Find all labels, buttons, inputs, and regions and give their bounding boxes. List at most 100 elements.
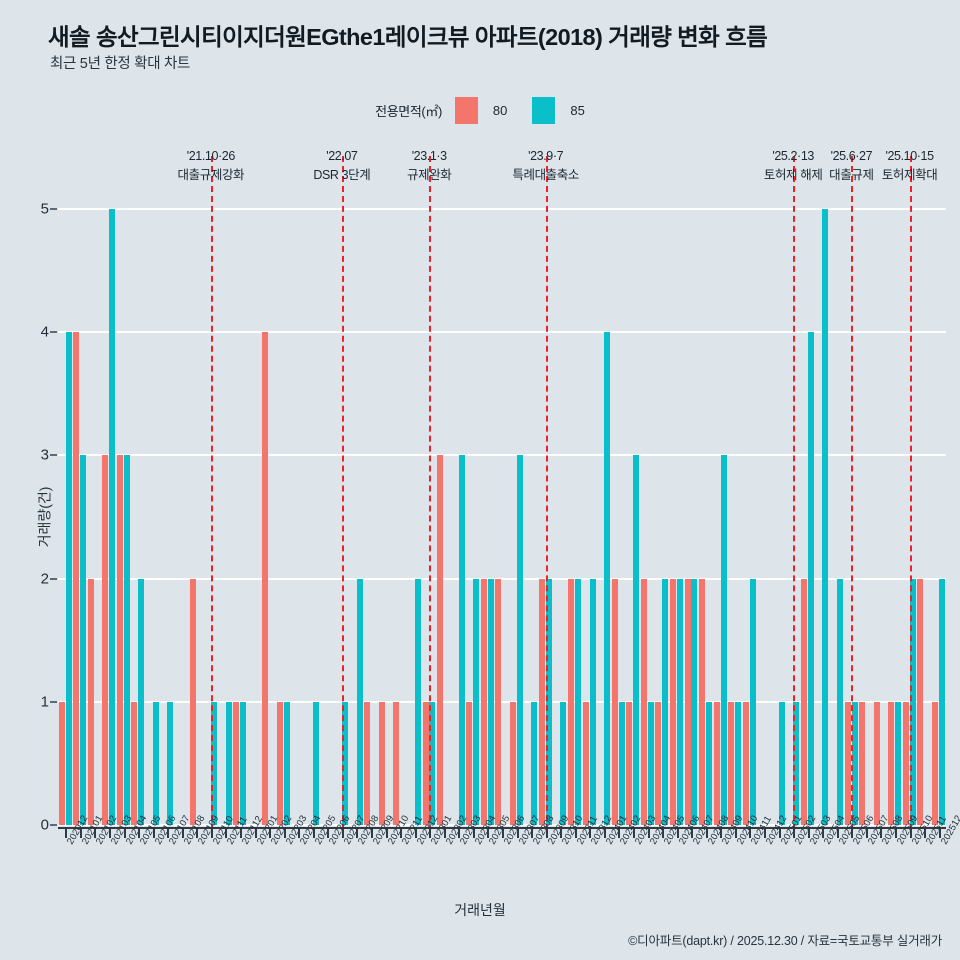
bar-202101-80 [73,332,80,825]
bar-202102-80 [87,578,94,825]
x-tick-202404 [647,829,650,838]
event-date-202506: '25.6·27 [830,149,873,163]
bar-202502-85 [793,701,800,825]
x-tick-202201 [254,829,257,838]
bar-202301-80 [422,701,429,825]
event-label-202309: 특례대출축소 [512,168,579,182]
bar-202212-85 [414,578,421,825]
bar-202105-85 [138,578,145,825]
x-tick-202409 [720,829,723,838]
x-axis: 202012 202101 202102 202103 202104 202105 2021… [58,814,960,847]
event-annotation-202510: '25.10·15 토허제확대 [882,147,938,185]
x-tick-202406 [676,829,679,838]
x-tick-202106 [152,829,155,838]
x-tick-202207 [341,829,344,838]
bar-202410-85 [735,701,742,825]
x-tick-202403 [633,829,636,838]
bar-202202-80 [262,332,269,825]
event-annotation-202301: '23.1·3 규제완화 [407,147,452,185]
bar-202402-80 [611,578,618,825]
x-tick-202509 [895,829,898,838]
x-tick-202401 [603,829,606,838]
x-tick-202410 [734,829,737,838]
x-tick-202012 [65,829,68,838]
bar-202510-85 [909,578,916,825]
bar-202411-85 [749,578,756,825]
bar-202312-85 [589,578,596,825]
bar-202404-80 [640,578,647,825]
x-tick-202208 [356,829,359,838]
legend-title: 전용면적(㎡) [375,104,442,119]
footer-credit: ©디아파트(dapt.kr) / 2025.12.30 / 자료=국토교통부 실… [628,934,942,948]
page-subtitle: 최근 5년 한정 확대 차트 [50,56,191,72]
x-tick-202311 [574,829,577,838]
y-tick-mark-1 [50,700,57,703]
event-label-202510: 토허제확대 [881,168,938,182]
bar-202411-80 [742,701,749,825]
x-tick-202204 [298,829,301,838]
bar-202402-85 [618,701,625,825]
x-tick-202307 [516,829,519,838]
x-tick-202109 [196,829,199,838]
y-tick-label-2: 2 [40,570,49,588]
bar-202311-80 [568,578,575,825]
bar-202210-80 [378,701,385,825]
bar-202101-85 [80,455,87,825]
bar-202302-80 [437,455,444,825]
bar-202209-80 [364,701,371,825]
event-line-202309 [545,156,548,831]
bar-202401-85 [604,332,611,825]
bar-202012-85 [65,332,72,825]
legend-label-85: 85 [570,103,585,118]
x-tick-202505 [836,829,839,838]
bar-202408-85 [706,701,713,825]
y-tick-label-0: 0 [40,816,49,834]
bar-202208-85 [356,578,363,825]
bar-202203-80 [276,701,283,825]
event-label-202502: 토허제 해제 [763,168,823,182]
event-date-202301: '23.1·3 [411,149,447,163]
x-tick-202211 [400,829,403,838]
x-tick-202306 [502,829,504,838]
y-tick-label-5: 5 [40,200,49,218]
y-tick-mark-3 [50,454,57,457]
bar-202305-80 [480,578,487,825]
x-tick-202102 [94,829,97,838]
bar-202104-80 [116,455,123,825]
event-line-202110 [210,156,213,831]
bar-202103-80 [102,455,109,825]
bar-202501-85 [778,701,785,825]
bar-202012-80 [58,701,65,825]
bar-202403-80 [626,701,633,825]
event-label-202301: 규제완화 [407,168,452,182]
x-tick-202302 [443,829,446,838]
gridline-0 [58,824,946,826]
x-tick-202310 [560,829,563,838]
x-tick-202312 [589,829,592,838]
bar-202307-85 [516,455,523,825]
bar-202407-80 [684,578,691,825]
bar-202306-80 [495,578,502,825]
event-line-202506 [851,156,854,831]
x-tick-202205 [312,829,315,838]
bar-202509-85 [895,701,902,825]
bar-202304-85 [473,578,480,825]
gridline-2 [58,577,946,580]
x-tick-202107 [167,829,170,838]
bar-202109-80 [189,578,196,825]
event-label-202207: DSR 3단계 [313,168,371,182]
bar-202405-85 [662,578,669,825]
bar-202112-80 [233,701,240,825]
x-tick-202206 [327,829,330,838]
bar-202105-80 [131,701,138,825]
x-tick-202309 [545,829,548,838]
x-tick-202301 [429,829,432,838]
legend-swatch-80 [454,97,478,124]
bar-202110-85 [211,701,218,825]
event-annotation-202207: '22.07 DSR 3단계 [313,147,370,185]
bar-202308-85 [531,701,538,825]
bar-202512-80 [932,701,939,825]
x-tick-202209 [370,829,373,838]
bar-202408-80 [699,578,706,825]
bar-202503-85 [807,332,814,825]
